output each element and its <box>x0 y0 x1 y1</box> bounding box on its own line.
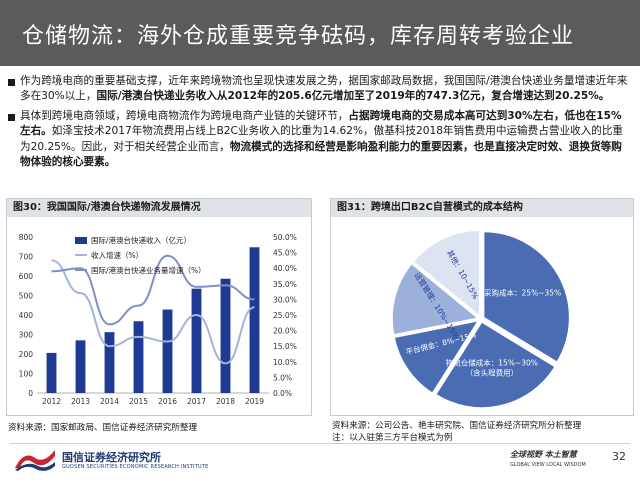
revenue-bar <box>220 278 231 393</box>
legend-line1-label: 收入增速（%） <box>91 250 143 260</box>
bullet-2-bold-2: 物流模式的选择和经营是影响盈利能力的重要因素，也是直接决定时效、退换货等购物体验… <box>20 140 622 169</box>
y-left-tick-label: 400 <box>19 311 34 320</box>
y-right-tick-label: 10.0% <box>273 358 297 367</box>
bullet-2-text: 具体到跨境电商领域，跨境电商物流作为跨境电商产业链的关键环节， <box>20 109 349 122</box>
page-number: 32 <box>612 450 626 463</box>
y-left-tick-label: 800 <box>19 233 34 242</box>
x-tick-label: 2014 <box>100 397 119 406</box>
y-right-tick-label: 25.0% <box>273 311 297 320</box>
page-title: 仓储物流：海外仓成重要竞争砝码，库存周转考验企业 <box>22 24 575 49</box>
bullet-2-bold-1: 占据跨境电商的交易成本高可达到30%左右，低也在15%左右。 <box>20 109 622 138</box>
footer-divider <box>10 443 630 444</box>
y-left-tick-label: 600 <box>19 272 34 281</box>
pie-slice <box>434 320 557 409</box>
bullet-1-bold: 国际/港澳台快递业务收入从2012年的205.6亿元增加至了2019年的747.… <box>96 90 610 103</box>
x-tick-label: 2016 <box>158 397 177 406</box>
footer-slogan: 全球视野 本土智慧 <box>510 450 577 459</box>
y-left-tick-label: 0 <box>28 389 33 398</box>
bullet-item-1: 作为跨境电商的重要基础支撑，近年来跨境物流也呈现快速发展之势，据国家邮政局数据，… <box>8 74 632 105</box>
y-right-tick-label: 50.0% <box>273 233 297 242</box>
bullet-1-text: 作为跨境电商的重要基础支撑，近年来跨境物流也呈现快速发展之势，据国家邮政局数据，… <box>20 75 628 103</box>
revenue-bar <box>75 340 86 393</box>
y-right-tick-label: 40.0% <box>273 264 297 273</box>
revenue-bar <box>104 332 115 393</box>
legend-line2-label: 国际/港澳台快递业务量增速（%） <box>91 265 206 275</box>
y-left-tick-label: 700 <box>19 253 34 262</box>
figure31-chart: 采购成本：25%~35%物流仓储成本：15%~30%（含头程费用）平台佣金：8%… <box>391 229 571 409</box>
pie-slice-label: 物流仓储成本：15%~30%（含头程费用） <box>446 357 538 377</box>
y-left-tick-label: 100 <box>19 370 34 379</box>
y-right-tick-label: 45.0% <box>273 249 297 258</box>
y-right-tick-label: 15.0% <box>273 342 297 351</box>
figure30-chart: 0 100 200 300 400 500 600 700 800 0.0% 5.0% 10.0% 1… <box>19 233 297 406</box>
revenue-bar <box>133 321 144 393</box>
guosen-logo-icon <box>15 450 55 471</box>
footer-slogan-en: GLOBAL VIEW LOCAL WISDOM <box>510 462 586 468</box>
revenue-bar <box>191 288 202 393</box>
figure31-label: 图31：跨境出口B2C自营模式的成本结构 <box>331 199 633 217</box>
y-right-tick-label: 35.0% <box>273 280 297 289</box>
legend-bar-label: 国际/港澳台快递收入（亿元） <box>91 235 191 245</box>
pie-slice <box>412 229 481 318</box>
x-tick-label: 2017 <box>187 397 206 406</box>
legend-bar-swatch <box>75 237 87 244</box>
y-right-tick-label: 20.0% <box>273 327 297 336</box>
y-right-tick-label: 5.0% <box>273 373 292 382</box>
figure30-source: 资料来源：国家邮政局、国信证券经济研究所整理 <box>8 423 198 433</box>
figure30-panel: 图30：我国国际/港澳台快递物流发展情况 0 100 200 300 400 500 600… <box>6 198 312 416</box>
pie-slice-label: 采购成本：25%~35% <box>484 288 561 298</box>
y-right-tick-label: 30.0% <box>273 295 297 304</box>
bullet-square-icon <box>8 79 15 86</box>
bullet-item-2: 具体到跨境电商领域，跨境电商物流作为跨境电商产业链的关键环节，占据跨境电商的交易… <box>8 109 632 171</box>
pie-slice <box>482 230 571 364</box>
pie-slice <box>391 262 480 336</box>
y-left-tick-label: 300 <box>19 331 34 340</box>
x-tick-label: 2013 <box>71 397 90 406</box>
footer-org-name-en: GUOSEN SECURITIES ECONOMIC RESEARCH INST… <box>62 464 209 470</box>
revenue-bar <box>249 247 260 393</box>
x-tick-label: 2019 <box>245 397 264 406</box>
figure31-note: 注：以入驻第三方平台模式为例 <box>332 433 453 443</box>
figure30-label: 图30：我国国际/港澳台快递物流发展情况 <box>7 199 311 217</box>
bullet-square-icon <box>8 113 15 121</box>
y-left-tick-label: 200 <box>19 350 34 359</box>
footer-org-name: 国信证券经济研究所 <box>62 451 161 464</box>
x-tick-label: 2015 <box>129 397 148 406</box>
pie-slice <box>393 319 481 395</box>
revenue-growth-line <box>51 259 255 365</box>
revenue-bar <box>162 309 173 393</box>
bullet-list: 作为跨境电商的重要基础支撑，近年来跨境物流也呈现快速发展之势，据国家邮政局数据，… <box>8 74 632 174</box>
y-right-tick-label: 0.0% <box>273 389 292 398</box>
x-tick-label: 2018 <box>216 397 235 406</box>
figure31-panel: 图31：跨境出口B2C自营模式的成本结构 采购成本：25%~35% 物流仓储成本：… <box>330 198 634 416</box>
title-bar: 仓储物流：海外仓成重要竞争砝码，库存周转考验企业 <box>0 0 640 66</box>
y-left-tick-label: 500 <box>19 292 34 301</box>
revenue-bar <box>46 352 57 393</box>
figure31-source: 资料来源：公司公告、艳丰研究院、国信证券经济研究所分析整理 <box>332 421 582 431</box>
x-tick-label: 2012 <box>42 397 61 406</box>
bullet-2-text-2: 如泽宝技术2017年物流费用占线上B2C业务收入的比重为14.62%，傲基科技2… <box>20 125 624 153</box>
